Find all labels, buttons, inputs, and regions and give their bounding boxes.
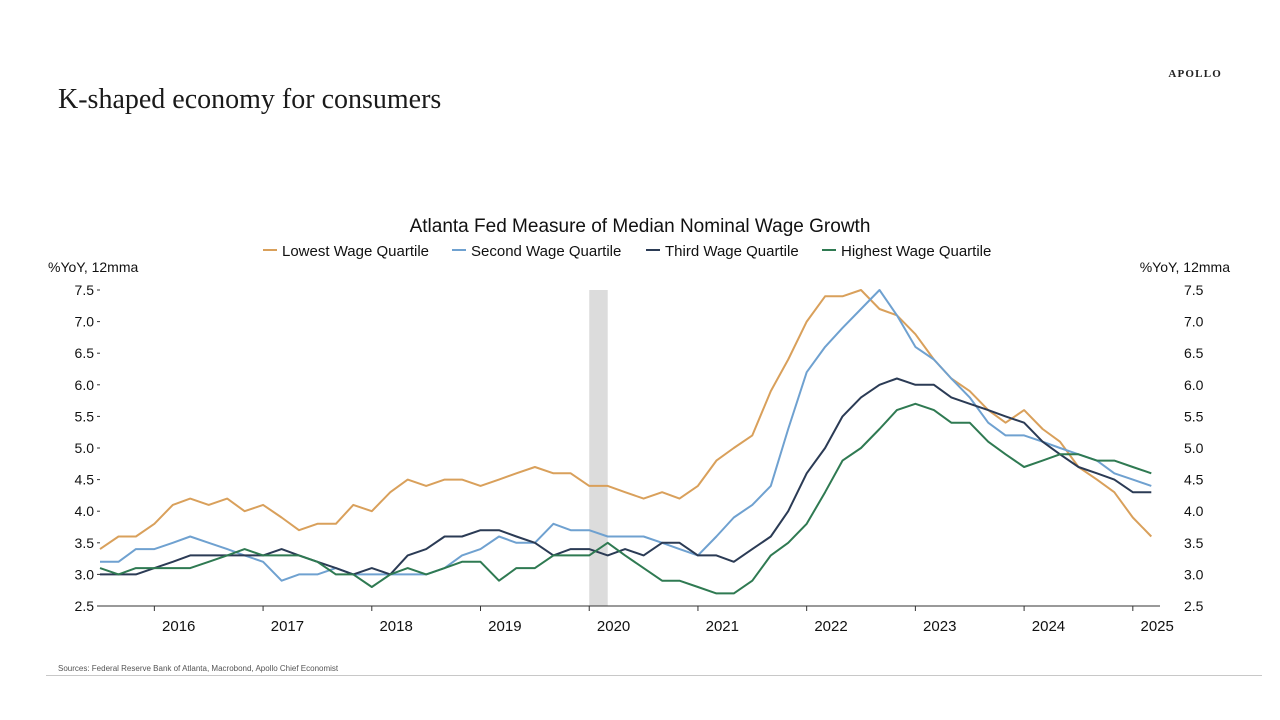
x-tick-label: 2018	[379, 618, 412, 635]
chart-title: Atlanta Fed Measure of Median Nominal Wa…	[410, 216, 871, 237]
y-tick-label-left: 5.0	[75, 440, 95, 456]
y-tick-label-right: 7.5	[1184, 282, 1204, 298]
y-tick-label-right: 5.5	[1184, 408, 1204, 424]
x-tick-label: 2020	[597, 618, 630, 635]
legend-item-label: Highest Wage Quartile	[841, 243, 991, 260]
y-tick-label-left: 5.5	[75, 408, 95, 424]
y-tick-label-right: 5.0	[1184, 440, 1204, 456]
y-tick-label-left: 3.0	[75, 566, 95, 582]
x-tick-label: 2021	[706, 618, 739, 635]
recession-shading	[589, 290, 608, 606]
series-line-lowest-wage-quartile	[99, 289, 1153, 550]
x-tick-label: 2025	[1140, 618, 1173, 635]
y-tick-label-left: 4.0	[75, 503, 95, 519]
x-tick-label: 2016	[162, 618, 195, 635]
y-tick-label-right: 2.5	[1184, 598, 1204, 614]
y-tick-label-right: 7.0	[1184, 314, 1204, 330]
y-tick-label-left: 6.0	[75, 377, 95, 393]
y-tick-label-right: 4.5	[1184, 472, 1204, 488]
series-lines-group	[99, 289, 1153, 595]
legend-item-label: Second Wage Quartile	[471, 243, 621, 260]
x-tick-label: 2019	[488, 618, 521, 635]
legend-item-label: Lowest Wage Quartile	[282, 243, 429, 260]
y-tick-label-left: 3.5	[75, 535, 95, 551]
series-line-highest-wage-quartile	[99, 402, 1152, 595]
y-tick-label-right: 6.0	[1184, 377, 1204, 393]
wage-growth-chart: Atlanta Fed Measure of Median Nominal Wa…	[48, 216, 1230, 635]
y-tick-label-right: 3.5	[1184, 535, 1204, 551]
y-tick-label-left: 4.5	[75, 472, 95, 488]
y-tick-label-right: 4.0	[1184, 503, 1204, 519]
x-tick-label: 2024	[1032, 618, 1065, 635]
recession-shading-group	[589, 290, 608, 606]
x-tick-label: 2017	[271, 618, 304, 635]
y-tick-label-right: 3.0	[1184, 566, 1204, 582]
x-tick-label: 2022	[814, 618, 847, 635]
y-tick-label-left: 2.5	[75, 598, 95, 614]
series-line-third-wage-quartile	[100, 377, 1152, 576]
y-tick-label-left: 7.0	[75, 314, 95, 330]
series-line-second-wage-quartile	[100, 289, 1152, 582]
chart-legend: Lowest Wage Quartile Second Wage Quartile…	[263, 243, 991, 260]
y-axis-label-right: %YoY, 12mma	[1140, 259, 1230, 275]
brand-logo: APOLLO	[1168, 68, 1222, 80]
axes-group: 2.5 2.5 3.0 3.0 3.5 3.5 4.0 4.0 4.5 4.5 5.0 5.0 5.5 5…	[75, 282, 1204, 635]
y-tick-label-left: 6.5	[75, 345, 95, 361]
y-axis-label-left: %YoY, 12mma	[48, 259, 138, 275]
footer-divider	[46, 675, 1262, 676]
y-tick-label-right: 6.5	[1184, 345, 1204, 361]
x-tick-label: 2023	[923, 618, 956, 635]
source-note: Sources: Federal Reserve Bank of Atlanta…	[58, 664, 339, 673]
y-tick-label-left: 7.5	[75, 282, 95, 298]
slide-title: K-shaped economy for consumers	[58, 84, 442, 115]
legend-item-label: Third Wage Quartile	[665, 243, 799, 260]
